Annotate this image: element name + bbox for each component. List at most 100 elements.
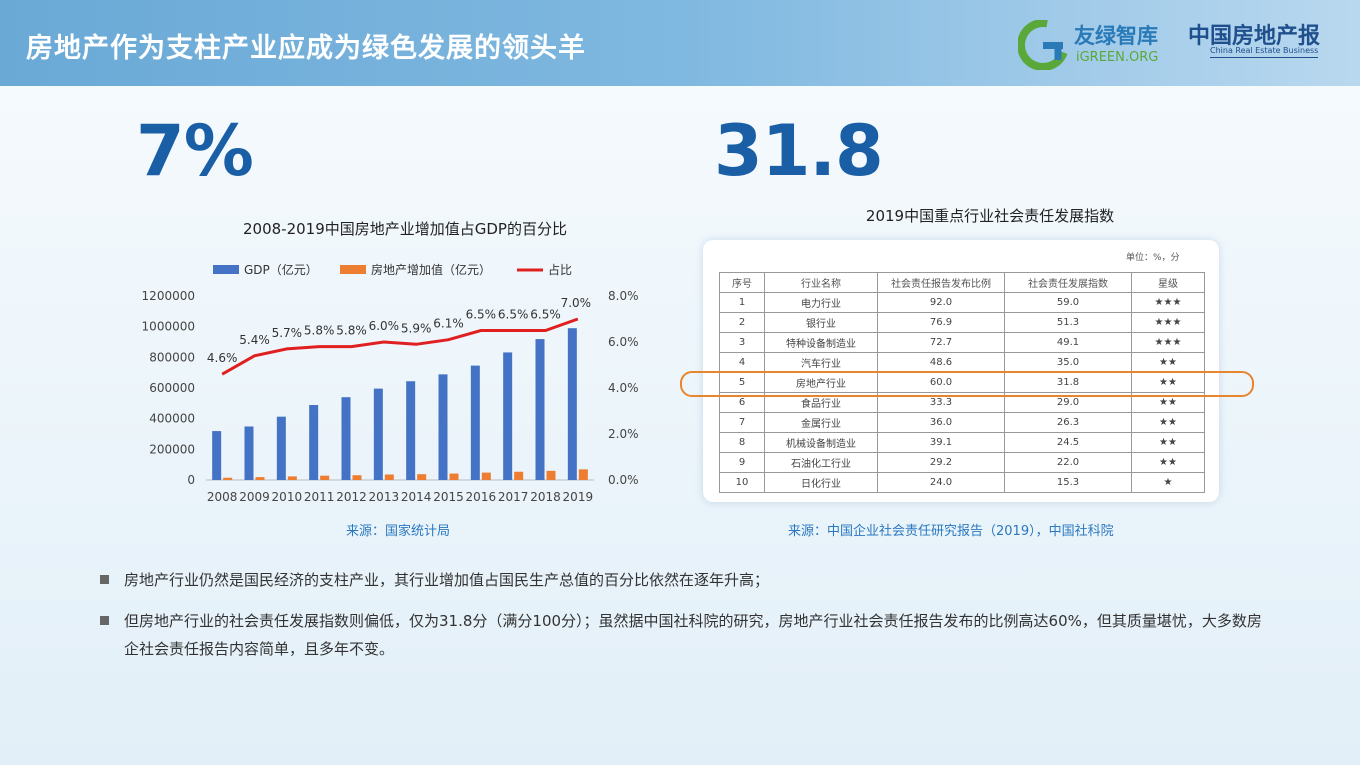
y-tick-label: 1200000 [142,289,195,303]
x-tick-label: 2009 [239,490,270,504]
table-row: 7 金属行业 36.0 26.3 ★★ [719,412,1205,433]
table-cell: ★★ [1131,432,1205,453]
table-cell: 72.7 [877,332,1005,353]
header-bar: 房地产作为支柱产业应成为绿色发展的领头羊 友绿智库 iGREEN.ORG 中国房… [0,0,1360,86]
gdp-bar [406,381,416,480]
table-header-row: 序号 行业名称 社会责任报告发布比例 社会责任发展指数 星级 [719,272,1205,293]
share-data-label: 6.5% [466,308,497,322]
table-cell: ★★ [1131,412,1205,433]
table-row: 3 特种设备制造业 72.7 49.1 ★★★ [719,332,1205,353]
table-cell: 92.0 [877,292,1005,313]
gdp-share-chart: 0 200000 400000 600000 800000 1000000 1200000 0… [142,262,639,504]
table-cell: 1 [719,292,765,313]
share-data-label: 6.0% [369,319,400,333]
share-data-label: 5.4% [239,333,270,347]
share-data-label: 5.8% [304,324,335,338]
table-cell: 银行业 [764,312,878,333]
share-data-label: 5.9% [401,321,432,335]
real-estate-bar [384,474,394,480]
table-cell: 76.9 [877,312,1005,333]
bullet-text: 房地产行业仍然是国民经济的支柱产业，其行业增加值占国民生产总值的百分比依然在逐年… [124,571,770,589]
table-row: 5 房地产行业 60.0 31.8 ★★ [719,372,1205,393]
table-cell: 29.2 [877,452,1005,473]
table-cell: 3 [719,332,765,353]
table-cell: 10 [719,472,765,493]
table-cell: 日化行业 [764,472,878,493]
chart-source: 来源：国家统计局 [346,524,451,539]
share-data-label: 4.6% [207,351,238,365]
table-cell: 9 [719,452,765,473]
x-tick-label: 2013 [369,490,400,504]
gdp-bar [503,352,513,480]
table-cell: ★★★ [1131,292,1205,313]
real-estate-bar [578,469,588,480]
y2-tick-label: 4.0% [608,381,639,395]
column-header: 社会责任报告发布比例 [877,272,1005,293]
table-cell: 24.0 [877,472,1005,493]
bullet-square-icon [100,616,109,625]
real-estate-bar [417,474,427,480]
table-cell: 49.1 [1004,332,1132,353]
real-estate-bar [481,472,491,480]
table-cell: 特种设备制造业 [764,332,878,353]
y-tick-label: 1000000 [142,320,195,334]
table-cell: 15.3 [1004,472,1132,493]
legend-gdp-label: GDP（亿元） [244,262,318,277]
newspaper-logo: 中国房地产报 [1188,23,1321,49]
bullet-text: 但房地产行业的社会责任发展指数则偏低，仅为31.8分（满分100分）；虽然据中国… [124,612,1262,658]
table-cell: 4 [719,352,765,373]
y2-tick-label: 2.0% [608,427,639,441]
gdp-bar [535,339,545,480]
x-tick-label: 2014 [401,490,432,504]
table-unit: 单位：%，分 [1126,253,1180,263]
y-tick-label: 600000 [149,381,195,395]
x-tick-label: 2008 [207,490,238,504]
column-header: 社会责任发展指数 [1004,272,1132,293]
legend-real-estate-label: 房地产增加值（亿元） [371,262,491,277]
share-data-label: 5.8% [336,324,367,338]
legend-gdp-swatch [213,265,239,274]
real-estate-bar [514,471,524,480]
table-cell: 金属行业 [764,412,878,433]
table-cell: 39.1 [877,432,1005,453]
table-cell: 35.0 [1004,352,1132,373]
gdp-bar [309,405,319,480]
share-data-label: 7.0% [561,296,592,310]
x-tick-label: 2018 [530,490,561,504]
gdp-bar [470,365,480,480]
bullet-item: 但房地产行业的社会责任发展指数则偏低，仅为31.8分（满分100分）；虽然据中国… [100,607,1270,663]
share-data-label: 6.1% [433,317,464,331]
table-cell: ★★ [1131,352,1205,373]
table-cell: 8 [719,432,765,453]
x-tick-label: 2011 [304,490,335,504]
table-row: 9 石油化工行业 29.2 22.0 ★★ [719,452,1205,473]
table-cell: ★ [1131,472,1205,493]
column-header: 行业名称 [764,272,878,293]
real-estate-bar [352,475,362,480]
table-cell: ★★ [1131,452,1205,473]
table-cell: 59.0 [1004,292,1132,313]
table-row: 8 机械设备制造业 39.1 24.5 ★★ [719,432,1205,453]
y2-tick-label: 6.0% [608,335,639,349]
gdp-bar [276,416,286,480]
real-estate-bar [449,473,459,480]
legend-real-estate-swatch [340,265,366,274]
table-row: 4 汽车行业 48.6 35.0 ★★ [719,352,1205,373]
x-tick-label: 2016 [466,490,497,504]
y2-tick-label: 0.0% [608,473,639,487]
y-tick-label: 800000 [149,350,195,364]
csr-index-headline: 31.8 [714,110,884,192]
column-header: 星级 [1131,272,1205,293]
bullet-square-icon [100,575,109,584]
table-cell: 24.5 [1004,432,1132,453]
table-cell: 电力行业 [764,292,878,313]
newspaper-logo-subtitle: China Real Estate Business [1210,46,1319,58]
legend-share-label: 占比 [548,262,572,277]
gdp-bar [438,374,448,480]
real-estate-bar [546,470,556,480]
y2-tick-label: 8.0% [608,289,639,303]
table-cell: ★★ [1131,392,1205,413]
real-estate-bar [320,475,330,480]
igreen-logo-text: 友绿智库 [1074,24,1158,48]
igreen-logo-icon [1018,20,1069,70]
